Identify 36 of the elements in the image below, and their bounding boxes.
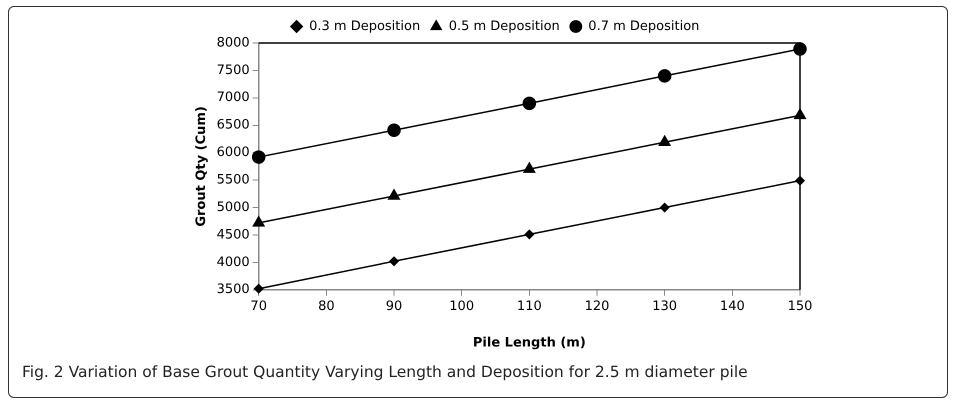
y-tick-label: 3500: [216, 282, 250, 298]
x-tick-label: 70: [250, 298, 267, 314]
legend-label: 0.3 m Deposition: [309, 18, 420, 34]
x-tick-label: 130: [652, 298, 678, 314]
y-tick-label: 7000: [216, 90, 250, 106]
legend-label: 0.5 m Deposition: [448, 18, 560, 34]
point: [660, 202, 670, 212]
y-tick-label: 6500: [216, 118, 250, 133]
y-tick-label: 7500: [216, 62, 250, 78]
point: [252, 150, 266, 164]
y-tick-label: 8000: [216, 35, 250, 50]
caption: Fig. 2 Variation of Base Grout Quantity Varying Length and Deposition for 2.5 m diameter pile: [22, 363, 748, 381]
x-tick-label: 120: [584, 298, 610, 314]
x-tick-label: 100: [449, 298, 474, 314]
point: [389, 256, 399, 266]
point: [387, 123, 401, 137]
point: [522, 96, 536, 110]
point: [388, 189, 400, 200]
point: [524, 230, 534, 240]
y-axis-title: Grout Qty (Cum): [194, 106, 210, 227]
y-tick-label: 4000: [216, 254, 250, 270]
y-tick-label: 4500: [216, 227, 250, 242]
point: [658, 69, 672, 83]
x-tick-label: 150: [788, 298, 812, 314]
point: [523, 162, 536, 173]
y-tick-label: 5000: [216, 200, 250, 215]
x-tick-label: 90: [386, 298, 402, 314]
x-tick-label: 140: [720, 298, 745, 314]
x-tick-label: 110: [516, 298, 542, 314]
x-tick-label: 80: [318, 298, 335, 314]
y-tick-label: 6000: [216, 145, 250, 160]
y-tick-label: 5500: [216, 172, 250, 188]
point: [252, 216, 265, 227]
x-axis-title: Pile Length (m): [472, 336, 586, 351]
legend-label: 0.7 m Deposition: [588, 18, 700, 34]
point: [658, 136, 671, 146]
